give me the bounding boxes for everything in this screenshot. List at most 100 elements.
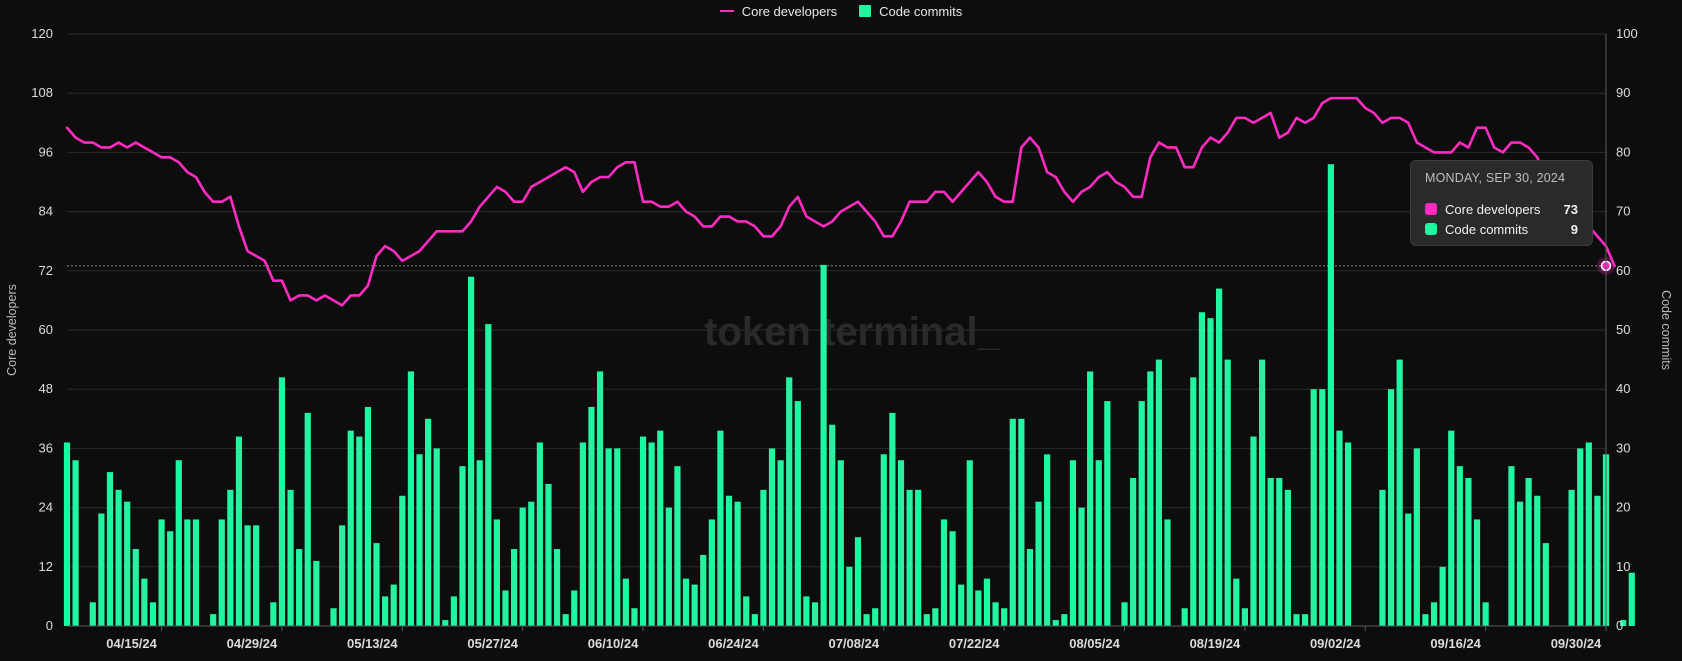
y-left-tick-label: 84 (39, 204, 53, 219)
bar (339, 525, 346, 626)
bar (786, 377, 793, 626)
bar (1473, 519, 1481, 626)
bar (141, 578, 148, 626)
bar (1344, 442, 1352, 626)
bar (1198, 312, 1205, 626)
bar (536, 442, 543, 626)
bar (889, 412, 896, 626)
bar (803, 596, 810, 626)
bar (657, 430, 664, 626)
y-right-tick-label: 90 (1616, 85, 1630, 100)
bar (1284, 489, 1291, 626)
bar (1456, 466, 1463, 626)
x-tick-label: 09/02/24 (1310, 636, 1361, 651)
bar (1164, 519, 1171, 626)
bar (1250, 436, 1257, 626)
bar (768, 448, 776, 626)
bar (622, 578, 629, 626)
bar (382, 596, 389, 626)
bar (296, 549, 303, 626)
bar (743, 596, 750, 626)
bar (975, 590, 982, 626)
bar (485, 324, 492, 626)
line-layer (65, 96, 1616, 307)
bar (1138, 401, 1145, 626)
bar (218, 519, 225, 626)
bar (278, 377, 286, 626)
bar (915, 489, 922, 626)
bar (571, 590, 578, 626)
y-axis-right-title: Code commits (1659, 290, 1673, 370)
bar (184, 519, 191, 626)
bar (304, 412, 311, 626)
bar (1577, 448, 1584, 626)
bar (872, 608, 879, 626)
bar (897, 460, 905, 626)
bar (63, 442, 71, 626)
bar (356, 436, 363, 626)
bar (253, 525, 260, 626)
bar (932, 608, 939, 626)
bar (751, 614, 758, 626)
bar (192, 519, 200, 626)
bar (347, 430, 354, 626)
bar (468, 276, 475, 626)
bar (588, 406, 595, 626)
bar (992, 602, 999, 626)
bar (648, 442, 655, 626)
bar (545, 483, 552, 626)
bar (906, 489, 913, 626)
bar (1448, 430, 1455, 626)
bar (1267, 478, 1274, 626)
bar (89, 602, 96, 626)
bar (502, 590, 509, 626)
x-tick-label: 05/27/24 (467, 636, 518, 651)
bar (949, 531, 956, 626)
bar (390, 584, 397, 626)
x-tick-label: 09/30/24 (1551, 636, 1602, 651)
x-tick-label: 05/13/24 (347, 636, 398, 651)
legend-item-core-developers[interactable]: Core developers (719, 2, 837, 20)
tooltip-swatch-code-commits (1425, 223, 1437, 235)
bar (1387, 389, 1395, 626)
tooltip-swatch-core-developers (1425, 203, 1437, 215)
bar (674, 466, 681, 626)
tooltip-row-code-commits: Code commits 9 (1425, 219, 1578, 239)
bar (1516, 501, 1524, 626)
bar (1379, 489, 1386, 626)
bar (1542, 543, 1549, 626)
bar (863, 614, 870, 626)
bar (553, 549, 561, 626)
bar (691, 584, 698, 626)
bar (562, 614, 569, 626)
bar (476, 460, 483, 626)
bar (510, 549, 518, 626)
tooltip-label: Code commits (1445, 221, 1529, 237)
bar (1396, 359, 1403, 626)
bar (631, 608, 638, 626)
y-left-tick-label: 0 (46, 618, 53, 633)
bar (1258, 359, 1266, 626)
bar (124, 501, 131, 626)
y-right-tick-label: 50 (1616, 322, 1630, 337)
bar (416, 454, 423, 626)
bar (270, 602, 277, 626)
bar (1430, 602, 1438, 626)
tooltip: MONDAY, SEP 30, 2024 Core developers 73 … (1410, 160, 1593, 246)
bar (1130, 478, 1137, 626)
bar (1190, 377, 1197, 626)
bar (596, 371, 604, 626)
y-right-tick-label: 20 (1616, 500, 1630, 515)
bar (167, 531, 174, 626)
bar (175, 460, 182, 626)
bar (1327, 164, 1334, 627)
bar (1078, 507, 1085, 626)
bar (1207, 318, 1214, 626)
watermark: token terminal_ (704, 310, 1000, 354)
bar (1594, 495, 1601, 626)
bar (313, 560, 320, 626)
bar (1405, 513, 1412, 626)
x-tick-label: 07/22/24 (949, 636, 1000, 651)
legend-item-code-commits[interactable]: Code commits (859, 2, 962, 20)
bar (1104, 401, 1111, 626)
